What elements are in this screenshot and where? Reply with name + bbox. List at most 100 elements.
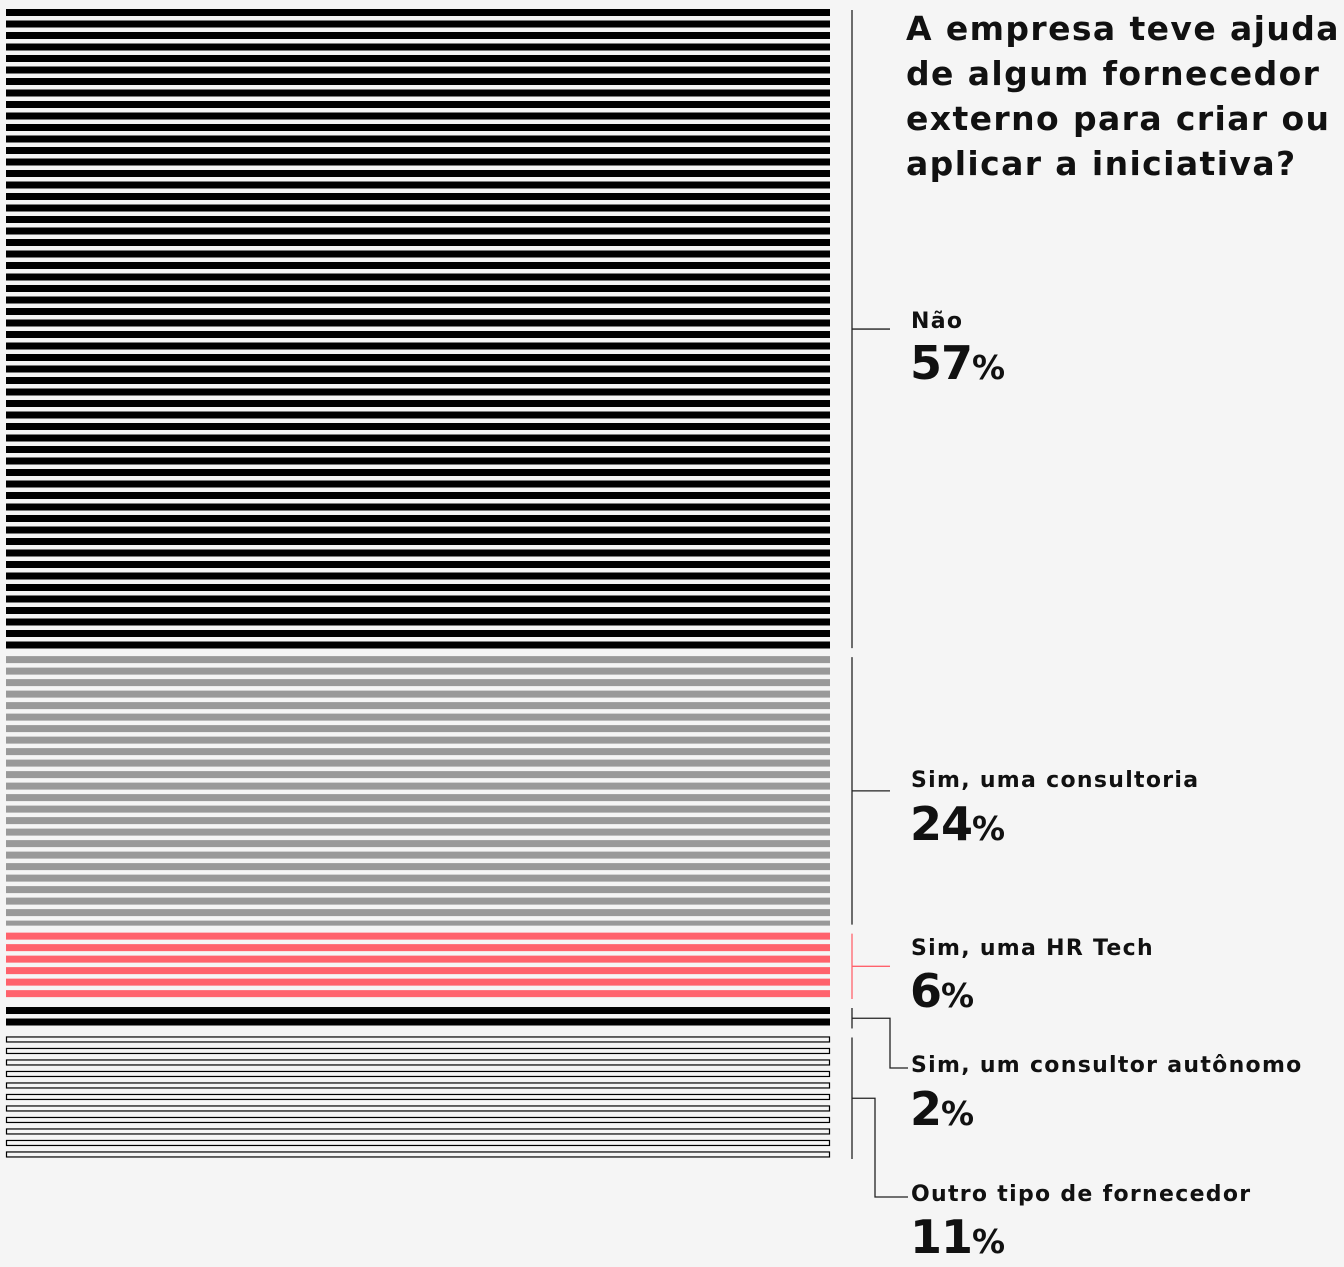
bar-stripe-nao — [6, 296, 830, 304]
bar-stripe-nao — [6, 492, 830, 499]
bar-stripe-outro-tipo-de-fornecedor — [5, 1047, 831, 1055]
chart-title: A empresa teve ajuda de algum fornecedor… — [906, 9, 1340, 183]
bar-stripe-nao — [6, 66, 830, 74]
value-unit: % — [972, 1222, 1006, 1261]
value-label-hr-tech: 6% — [910, 966, 974, 1021]
value-number: 57 — [910, 336, 973, 390]
bar-stripe-sim-uma-consultoria — [6, 702, 830, 710]
bar-stripe-nao — [6, 434, 830, 442]
bar-stripe-nao — [6, 377, 830, 384]
bar-stripe-nao — [6, 204, 830, 212]
bar-stripe-nao — [6, 480, 830, 488]
value-label-nao: 57% — [910, 338, 1005, 393]
bar-stripe-sim-uma-hr-tech — [6, 944, 830, 952]
bar-stripe-sim-uma-hr-tech — [6, 955, 830, 963]
bar-stripe-nao — [6, 457, 830, 465]
bar-stripe-outro-tipo-de-fornecedor — [5, 1036, 831, 1043]
category-label-nao: Não — [911, 309, 964, 334]
value-unit: % — [972, 348, 1006, 387]
bar-stripe-outro-tipo-de-fornecedor — [5, 1070, 831, 1078]
bar-stripe-nao — [6, 515, 830, 522]
bar-stripe-nao — [6, 181, 830, 189]
value-number: 2 — [910, 1082, 942, 1136]
bar-stripe-nao — [6, 124, 830, 131]
bar-stripe-sim-uma-consultoria — [6, 748, 830, 756]
category-label-consultor-autonomo: Sim, um consultor autônomo — [911, 1053, 1303, 1078]
value-label-consultoria: 24% — [910, 799, 1005, 854]
bar-stripe-nao — [6, 584, 830, 591]
bar-stripe-nao — [6, 78, 830, 85]
bar-stripe-nao — [6, 89, 830, 97]
bar-stripe-nao — [6, 9, 830, 16]
bar-stripe-outro-tipo-de-fornecedor — [5, 1093, 831, 1101]
bar-stripe-nao — [6, 135, 830, 143]
value-label-consultor-autonomo: 2% — [910, 1084, 974, 1139]
bar-stripe-nao — [6, 250, 830, 258]
bar-stripe-nao — [6, 319, 830, 327]
bar-stripe-outro-tipo-de-fornecedor — [5, 1139, 831, 1147]
bar-stripe-nao — [6, 607, 830, 614]
bar-stripe-sim-uma-consultoria — [6, 690, 830, 698]
bar-stripe-nao — [6, 158, 830, 166]
bar-stripe-sim-uma-consultoria — [6, 909, 830, 917]
bar-stripe-outro-tipo-de-fornecedor — [5, 1059, 831, 1066]
category-label-outro-fornecedor: Outro tipo de fornecedor — [911, 1182, 1252, 1207]
bar-stripe-nao — [6, 549, 830, 557]
bar-stripe-nao — [6, 354, 830, 361]
bar-stripe-sim-uma-consultoria — [6, 863, 830, 871]
bar-stripe-nao — [6, 618, 830, 626]
bar-stripe-sim-um-consultor-autonomo — [6, 1007, 830, 1015]
bar-stripe-nao — [6, 538, 830, 545]
bar-stripe-sim-uma-consultoria — [6, 713, 830, 721]
bar-stripe-sim-uma-consultoria — [6, 874, 830, 882]
bar-stripe-nao — [6, 423, 830, 430]
bar-stripe-sim-uma-consultoria — [6, 667, 830, 675]
value-number: 6 — [910, 964, 942, 1018]
connector-sim-um-consultor-autonomo — [852, 1017, 908, 1069]
bar-stripe-sim-uma-consultoria — [6, 851, 830, 859]
bar-stripe-outro-tipo-de-fornecedor — [5, 1082, 831, 1089]
bar-stripe-nao — [6, 285, 830, 292]
bar-stripe-sim-uma-hr-tech — [6, 978, 830, 986]
bar-stripe-sim-uma-consultoria — [6, 725, 830, 733]
bar-stripe-outro-tipo-de-fornecedor — [5, 1116, 831, 1124]
bar-stripe-nao — [6, 411, 830, 419]
bar-stripe-sim-uma-consultoria — [6, 736, 830, 744]
bar-stripe-nao — [6, 342, 830, 350]
bar-stripe-sim-uma-consultoria — [6, 782, 830, 790]
bar-stripe-nao — [6, 595, 830, 603]
bar-stripe-nao — [6, 32, 830, 39]
bar-stripe-nao — [6, 273, 830, 281]
value-unit: % — [972, 809, 1006, 848]
bar-stripe-sim-uma-consultoria — [6, 759, 830, 767]
category-label-consultoria: Sim, uma consultoria — [911, 768, 1200, 793]
bar-stripe-sim-uma-hr-tech — [6, 990, 830, 998]
bar-stripe-nao — [6, 641, 830, 649]
bar-stripe-nao — [6, 446, 830, 453]
bar-stripe-nao — [6, 227, 830, 235]
bar-stripe-sim-uma-hr-tech — [6, 932, 830, 940]
bar-stripe-nao — [6, 147, 830, 154]
bar-stripe-nao — [6, 55, 830, 62]
bar-stripe-nao — [6, 308, 830, 315]
bar-stripe-nao — [6, 20, 830, 28]
bar-stripe-nao — [6, 526, 830, 534]
bar-stripe-outro-tipo-de-fornecedor — [5, 1105, 831, 1112]
bar-stripe-nao — [6, 561, 830, 568]
value-unit: % — [941, 1094, 975, 1133]
bar-stripe-nao — [6, 469, 830, 476]
bar-stripe-nao — [6, 630, 830, 637]
bar-stripe-sim-uma-consultoria — [6, 840, 830, 848]
bar-stripe-sim-uma-consultoria — [6, 771, 830, 779]
bar-stripe-sim-uma-consultoria — [6, 828, 830, 836]
bar-stripe-sim-uma-hr-tech — [6, 967, 830, 975]
bar-stripe-nao — [6, 262, 830, 269]
value-label-outro-fornecedor: 11% — [910, 1212, 1005, 1267]
bar-stripe-sim-uma-consultoria — [6, 920, 830, 926]
value-number: 24 — [910, 797, 973, 851]
bar-stripe-nao — [6, 101, 830, 108]
bar-stripe-nao — [6, 112, 830, 120]
bar-stripe-sim-um-consultor-autonomo — [6, 1018, 830, 1026]
bar-stripe-nao — [6, 388, 830, 396]
